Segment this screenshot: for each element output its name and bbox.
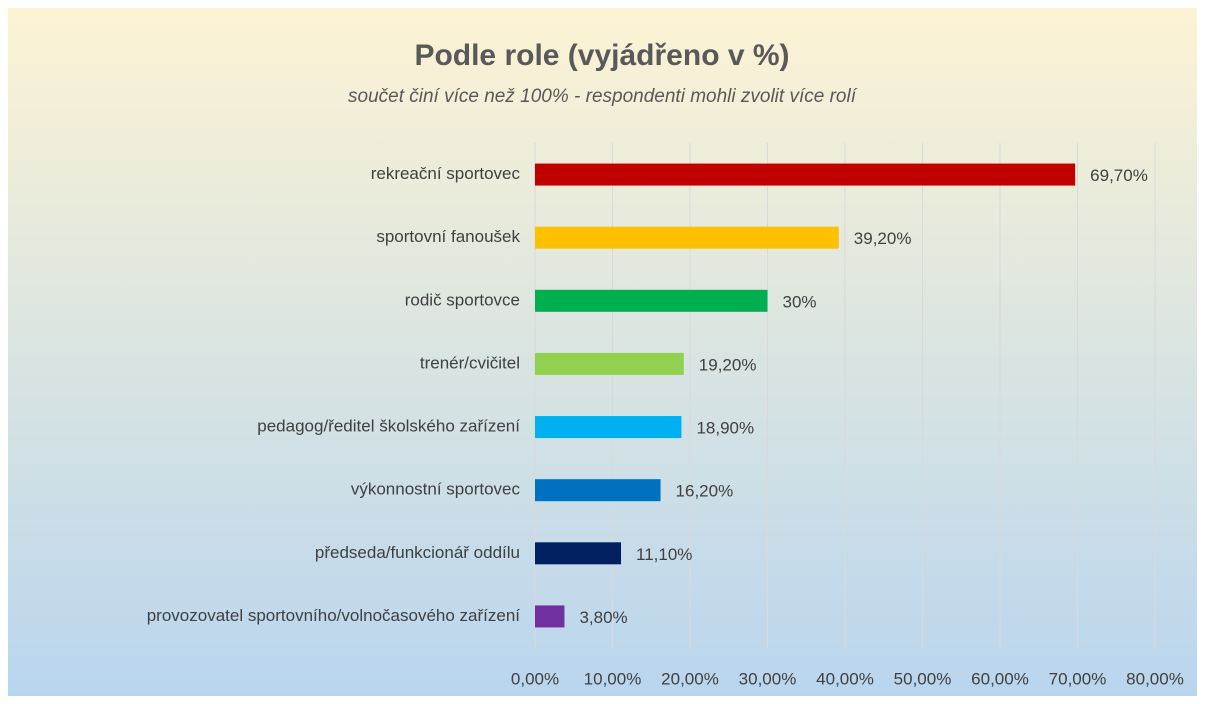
chart-background [8,8,1197,696]
y-tick-label: provozovatel sportovního/volnočasového z… [147,606,521,625]
value-label: 16,20% [676,482,734,501]
bar [535,605,565,628]
value-label: 18,90% [696,419,754,438]
bar [535,226,839,249]
y-tick-label: předseda/funkcionář oddílu [315,543,520,562]
chart-subtitle: součet činí více než 100% - respondenti … [348,86,858,107]
y-tick-label: rodič sportovce [405,290,520,309]
x-tick-label: 50,00% [894,669,952,688]
y-tick-label: trenér/cvičitel [420,353,520,372]
chart-title: Podle role (vyjádřeno v %) [414,39,789,72]
value-label: 69,70% [1090,166,1148,185]
bar [535,416,682,439]
bar [535,352,684,375]
bar [535,289,768,312]
y-tick-label: rekreační sportovec [371,164,521,183]
y-tick-label: sportovní fanoušek [376,227,520,246]
bar [535,163,1076,186]
x-tick-label: 20,00% [661,669,719,688]
value-label: 3,80% [579,608,627,627]
y-tick-label: pedagog/ředitel školského zařízení [257,417,520,436]
value-label: 19,20% [699,355,757,374]
value-label: 30% [783,292,817,311]
value-label: 39,20% [854,229,912,248]
x-tick-label: 80,00% [1126,669,1184,688]
y-tick-label: výkonnostní sportovec [351,480,521,499]
bar [535,479,661,502]
x-tick-label: 70,00% [1049,669,1107,688]
x-tick-label: 60,00% [971,669,1029,688]
x-tick-label: 40,00% [816,669,874,688]
bar [535,542,622,565]
x-tick-label: 0,00% [511,669,559,688]
value-label: 11,10% [636,545,692,564]
x-tick-label: 30,00% [739,669,797,688]
x-tick-label: 10,00% [584,669,642,688]
